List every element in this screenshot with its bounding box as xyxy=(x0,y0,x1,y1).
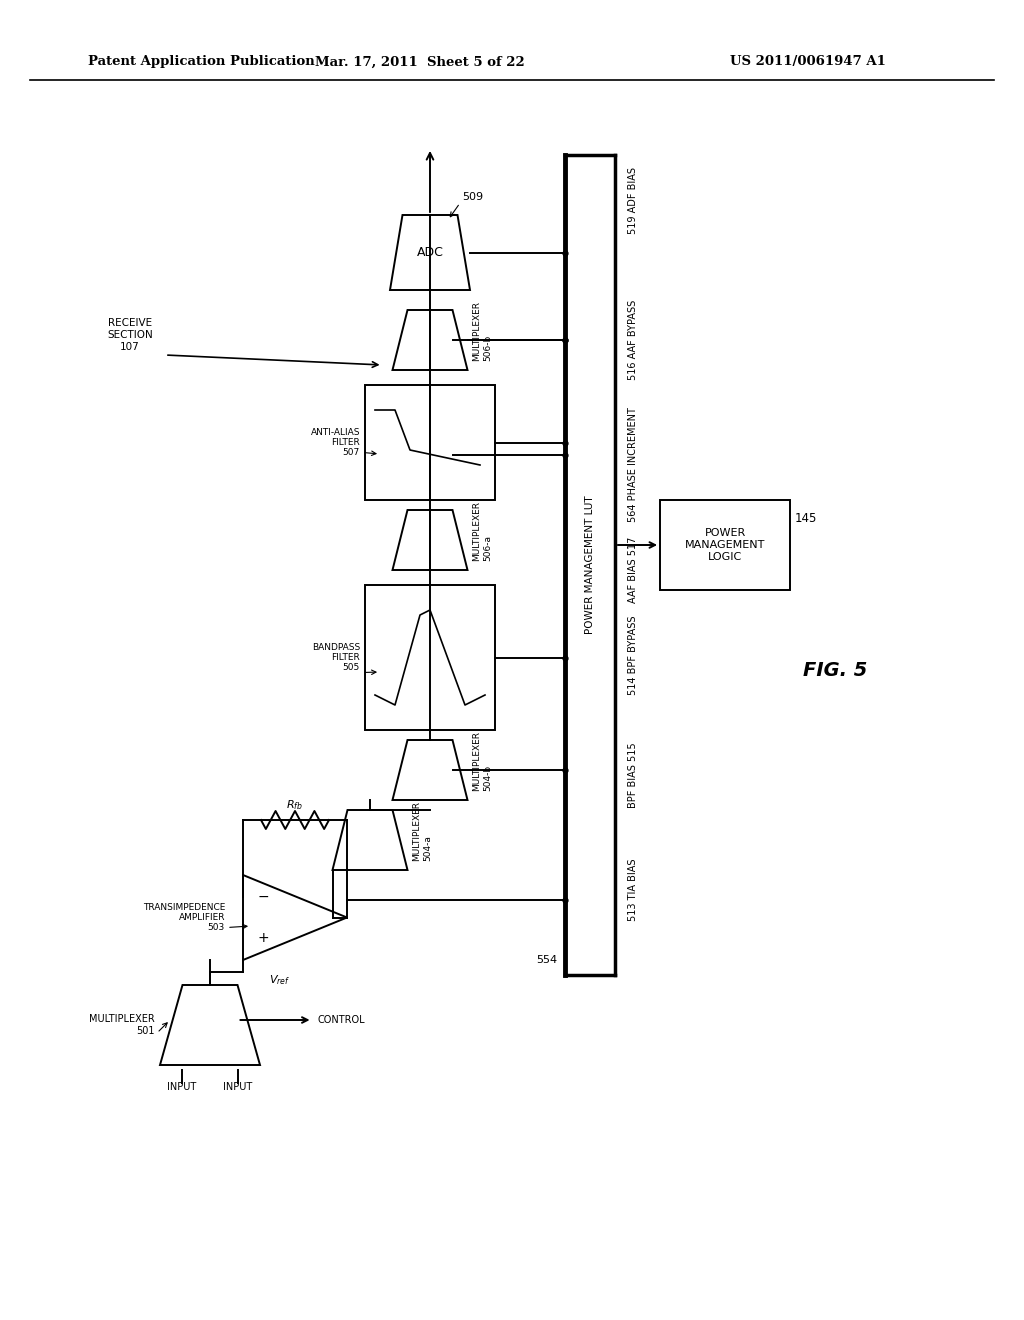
Text: FIG. 5: FIG. 5 xyxy=(803,660,867,680)
Text: POWER
MANAGEMENT
LOGIC: POWER MANAGEMENT LOGIC xyxy=(685,528,765,561)
Text: ADC: ADC xyxy=(417,246,443,259)
Text: Mar. 17, 2011  Sheet 5 of 22: Mar. 17, 2011 Sheet 5 of 22 xyxy=(315,55,525,69)
Text: 513 TIA BIAS: 513 TIA BIAS xyxy=(628,859,638,921)
Text: INPUT: INPUT xyxy=(167,1082,197,1092)
Text: 554: 554 xyxy=(536,954,557,965)
Text: $V_{ref}$: $V_{ref}$ xyxy=(269,973,291,987)
Polygon shape xyxy=(392,310,468,370)
Text: RECEIVE
SECTION
107: RECEIVE SECTION 107 xyxy=(108,318,153,351)
Text: BANDPASS
FILTER
505: BANDPASS FILTER 505 xyxy=(311,643,360,672)
Text: MULTIPLEXER
504-a: MULTIPLEXER 504-a xyxy=(413,801,432,861)
Text: 514 BPF BYPASS: 514 BPF BYPASS xyxy=(628,615,638,694)
Polygon shape xyxy=(333,810,408,870)
Text: 509: 509 xyxy=(462,191,483,202)
Polygon shape xyxy=(390,215,470,290)
Text: TRANSIMPEDENCE
AMPLIFIER
503: TRANSIMPEDENCE AMPLIFIER 503 xyxy=(142,903,225,932)
Text: INPUT: INPUT xyxy=(223,1082,253,1092)
Text: AAF BIAS 517: AAF BIAS 517 xyxy=(628,537,638,603)
Text: +: + xyxy=(257,931,269,945)
Text: CONTROL: CONTROL xyxy=(317,1015,366,1026)
Text: 516 AAF BYPASS: 516 AAF BYPASS xyxy=(628,300,638,380)
Polygon shape xyxy=(160,985,260,1065)
Text: MULTIPLEXER
506-b: MULTIPLEXER 506-b xyxy=(472,301,492,360)
Text: MULTIPLEXER
501: MULTIPLEXER 501 xyxy=(89,1014,155,1036)
Polygon shape xyxy=(243,875,347,960)
Text: $R_{fb}$: $R_{fb}$ xyxy=(287,799,303,812)
Text: −: − xyxy=(257,890,269,904)
Text: MULTIPLEXER
506-a: MULTIPLEXER 506-a xyxy=(472,502,492,561)
Polygon shape xyxy=(392,510,468,570)
Bar xyxy=(365,385,495,500)
Text: MULTIPLEXER
504-b: MULTIPLEXER 504-b xyxy=(472,731,492,791)
Text: 564 PHASE INCREMENT: 564 PHASE INCREMENT xyxy=(628,408,638,523)
Text: US 2011/0061947 A1: US 2011/0061947 A1 xyxy=(730,55,886,69)
Text: POWER MANAGEMENT LUT: POWER MANAGEMENT LUT xyxy=(585,496,595,635)
Text: 519 ADF BIAS: 519 ADF BIAS xyxy=(628,166,638,234)
Text: BPF BIAS 515: BPF BIAS 515 xyxy=(628,742,638,808)
Text: ANTI-ALIAS
FILTER
507: ANTI-ALIAS FILTER 507 xyxy=(310,428,360,458)
Text: 145: 145 xyxy=(795,511,817,524)
Polygon shape xyxy=(392,741,468,800)
Bar xyxy=(365,585,495,730)
Text: Patent Application Publication: Patent Application Publication xyxy=(88,55,314,69)
Bar xyxy=(660,500,790,590)
